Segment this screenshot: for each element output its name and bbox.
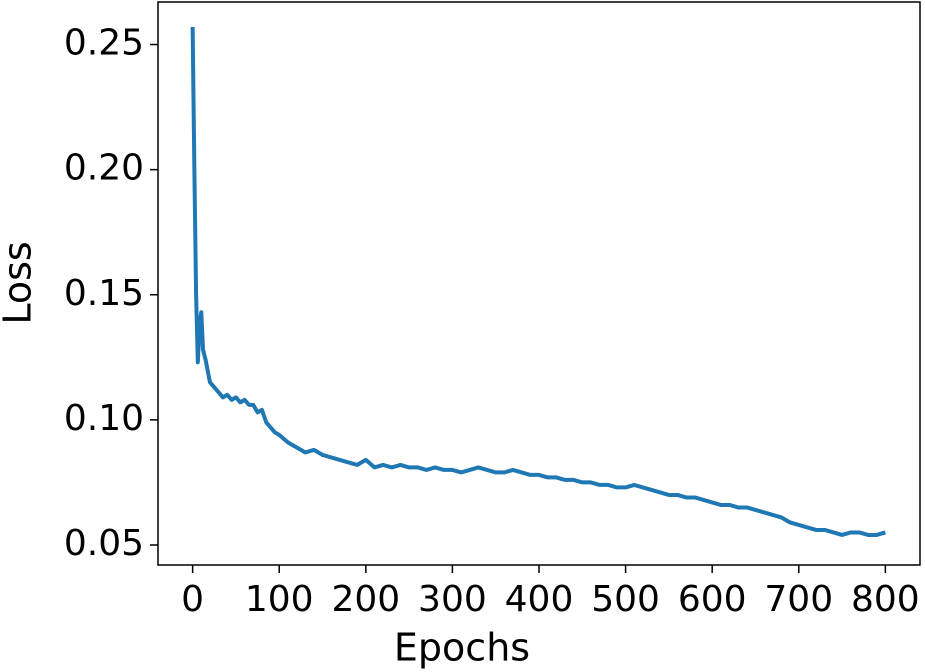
- x-tick-label: 300: [418, 579, 487, 620]
- y-axis-label: Loss: [0, 241, 40, 324]
- x-tick-label: 700: [764, 579, 833, 620]
- y-tick-label: 0.25: [64, 23, 144, 64]
- y-tick-label: 0.05: [64, 523, 144, 564]
- y-tick-label: 0.15: [64, 273, 144, 314]
- loss-line: [190, 26, 886, 537]
- x-tick-label: 600: [678, 579, 747, 620]
- x-tick-label: 0: [181, 579, 204, 620]
- plot-frame: [157, 1, 921, 566]
- y-tick-label: 0.10: [64, 398, 144, 439]
- x-tick-label: 200: [331, 579, 400, 620]
- x-tick-label: 800: [851, 579, 920, 620]
- x-tick-label: 100: [245, 579, 314, 620]
- y-tick-label: 0.20: [64, 148, 144, 189]
- x-tick-label: 400: [505, 579, 574, 620]
- x-tick-label: 500: [591, 579, 660, 620]
- x-axis-label: Epochs: [394, 626, 530, 670]
